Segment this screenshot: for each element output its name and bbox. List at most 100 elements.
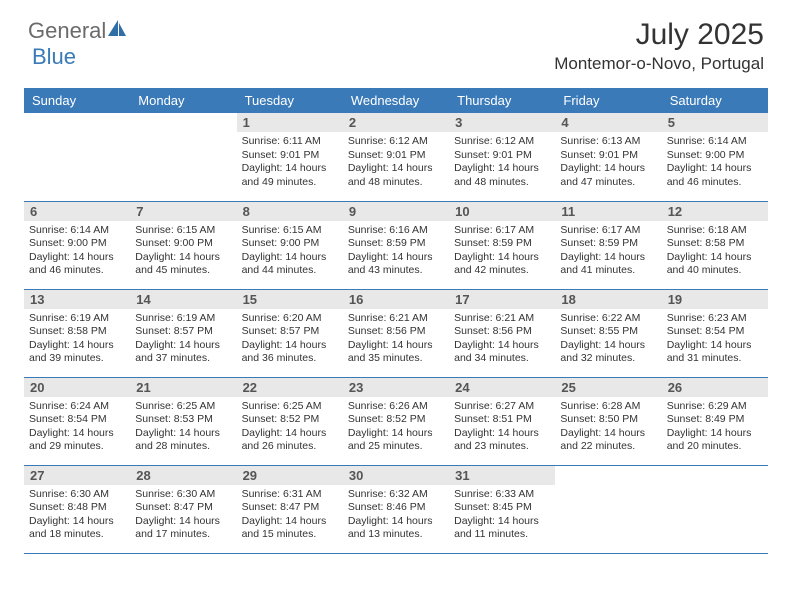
day-details: Sunrise: 6:16 AMSunset: 8:59 PMDaylight:… [343,221,449,284]
day-number: 13 [24,290,130,309]
day-number: 12 [662,202,768,221]
day-number: 21 [130,378,236,397]
day-number: 4 [555,113,661,132]
calendar-cell: 25Sunrise: 6:28 AMSunset: 8:50 PMDayligh… [555,377,661,465]
calendar-cell: 26Sunrise: 6:29 AMSunset: 8:49 PMDayligh… [662,377,768,465]
calendar-cell: 8Sunrise: 6:15 AMSunset: 9:00 PMDaylight… [237,201,343,289]
day-number: 26 [662,378,768,397]
day-details: Sunrise: 6:21 AMSunset: 8:56 PMDaylight:… [449,309,555,372]
logo-sail-icon [106,18,128,38]
day-number: 2 [343,113,449,132]
month-title: July 2025 [554,18,764,52]
day-details: Sunrise: 6:33 AMSunset: 8:45 PMDaylight:… [449,485,555,548]
day-header: Saturday [662,88,768,113]
calendar-cell: 19Sunrise: 6:23 AMSunset: 8:54 PMDayligh… [662,289,768,377]
calendar-cell [555,465,661,553]
day-details: Sunrise: 6:30 AMSunset: 8:48 PMDaylight:… [24,485,130,548]
day-number: 30 [343,466,449,485]
calendar-week: 1Sunrise: 6:11 AMSunset: 9:01 PMDaylight… [24,113,768,201]
day-details: Sunrise: 6:25 AMSunset: 8:53 PMDaylight:… [130,397,236,460]
day-details: Sunrise: 6:17 AMSunset: 8:59 PMDaylight:… [449,221,555,284]
day-number: 9 [343,202,449,221]
day-details: Sunrise: 6:30 AMSunset: 8:47 PMDaylight:… [130,485,236,548]
header: General July 2025 Montemor-o-Novo, Portu… [0,0,792,82]
day-number: 11 [555,202,661,221]
day-header: Friday [555,88,661,113]
calendar-cell: 18Sunrise: 6:22 AMSunset: 8:55 PMDayligh… [555,289,661,377]
day-details: Sunrise: 6:22 AMSunset: 8:55 PMDaylight:… [555,309,661,372]
day-details: Sunrise: 6:12 AMSunset: 9:01 PMDaylight:… [449,132,555,195]
day-number: 10 [449,202,555,221]
day-details: Sunrise: 6:32 AMSunset: 8:46 PMDaylight:… [343,485,449,548]
day-details: Sunrise: 6:25 AMSunset: 8:52 PMDaylight:… [237,397,343,460]
day-details: Sunrise: 6:19 AMSunset: 8:57 PMDaylight:… [130,309,236,372]
day-header-row: SundayMondayTuesdayWednesdayThursdayFrid… [24,88,768,113]
day-header: Thursday [449,88,555,113]
day-number: 17 [449,290,555,309]
day-number: 25 [555,378,661,397]
calendar-cell: 10Sunrise: 6:17 AMSunset: 8:59 PMDayligh… [449,201,555,289]
calendar-cell: 15Sunrise: 6:20 AMSunset: 8:57 PMDayligh… [237,289,343,377]
calendar-cell: 28Sunrise: 6:30 AMSunset: 8:47 PMDayligh… [130,465,236,553]
day-number: 5 [662,113,768,132]
day-number: 18 [555,290,661,309]
calendar-cell: 11Sunrise: 6:17 AMSunset: 8:59 PMDayligh… [555,201,661,289]
day-details: Sunrise: 6:26 AMSunset: 8:52 PMDaylight:… [343,397,449,460]
calendar-cell: 24Sunrise: 6:27 AMSunset: 8:51 PMDayligh… [449,377,555,465]
day-number: 23 [343,378,449,397]
day-number: 24 [449,378,555,397]
location-label: Montemor-o-Novo, Portugal [554,54,764,74]
day-number: 7 [130,202,236,221]
day-number: 27 [24,466,130,485]
day-header: Sunday [24,88,130,113]
day-details: Sunrise: 6:29 AMSunset: 8:49 PMDaylight:… [662,397,768,460]
day-details: Sunrise: 6:11 AMSunset: 9:01 PMDaylight:… [237,132,343,195]
day-number: 3 [449,113,555,132]
calendar-cell: 14Sunrise: 6:19 AMSunset: 8:57 PMDayligh… [130,289,236,377]
calendar-cell: 3Sunrise: 6:12 AMSunset: 9:01 PMDaylight… [449,113,555,201]
day-number: 28 [130,466,236,485]
day-details: Sunrise: 6:20 AMSunset: 8:57 PMDaylight:… [237,309,343,372]
calendar-week: 6Sunrise: 6:14 AMSunset: 9:00 PMDaylight… [24,201,768,289]
calendar-cell: 5Sunrise: 6:14 AMSunset: 9:00 PMDaylight… [662,113,768,201]
day-number: 8 [237,202,343,221]
calendar-cell: 1Sunrise: 6:11 AMSunset: 9:01 PMDaylight… [237,113,343,201]
day-details: Sunrise: 6:31 AMSunset: 8:47 PMDaylight:… [237,485,343,548]
day-details: Sunrise: 6:15 AMSunset: 9:00 PMDaylight:… [130,221,236,284]
calendar-cell: 12Sunrise: 6:18 AMSunset: 8:58 PMDayligh… [662,201,768,289]
calendar-cell: 6Sunrise: 6:14 AMSunset: 9:00 PMDaylight… [24,201,130,289]
day-number: 15 [237,290,343,309]
calendar-cell: 31Sunrise: 6:33 AMSunset: 8:45 PMDayligh… [449,465,555,553]
day-details: Sunrise: 6:23 AMSunset: 8:54 PMDaylight:… [662,309,768,372]
day-number: 16 [343,290,449,309]
day-number: 29 [237,466,343,485]
day-header: Wednesday [343,88,449,113]
day-number: 1 [237,113,343,132]
day-details: Sunrise: 6:15 AMSunset: 9:00 PMDaylight:… [237,221,343,284]
calendar-cell: 30Sunrise: 6:32 AMSunset: 8:46 PMDayligh… [343,465,449,553]
calendar-cell [662,465,768,553]
calendar-cell [24,113,130,201]
calendar-week: 20Sunrise: 6:24 AMSunset: 8:54 PMDayligh… [24,377,768,465]
calendar-cell: 23Sunrise: 6:26 AMSunset: 8:52 PMDayligh… [343,377,449,465]
calendar-cell: 17Sunrise: 6:21 AMSunset: 8:56 PMDayligh… [449,289,555,377]
calendar-cell: 9Sunrise: 6:16 AMSunset: 8:59 PMDaylight… [343,201,449,289]
day-details: Sunrise: 6:19 AMSunset: 8:58 PMDaylight:… [24,309,130,372]
day-details: Sunrise: 6:21 AMSunset: 8:56 PMDaylight:… [343,309,449,372]
calendar-cell: 7Sunrise: 6:15 AMSunset: 9:00 PMDaylight… [130,201,236,289]
day-details: Sunrise: 6:14 AMSunset: 9:00 PMDaylight:… [662,132,768,195]
day-number: 19 [662,290,768,309]
day-number: 20 [24,378,130,397]
logo-sub: Blue [32,44,76,70]
day-details: Sunrise: 6:13 AMSunset: 9:01 PMDaylight:… [555,132,661,195]
day-details: Sunrise: 6:24 AMSunset: 8:54 PMDaylight:… [24,397,130,460]
calendar-table: SundayMondayTuesdayWednesdayThursdayFrid… [24,88,768,554]
calendar-cell: 22Sunrise: 6:25 AMSunset: 8:52 PMDayligh… [237,377,343,465]
day-details: Sunrise: 6:14 AMSunset: 9:00 PMDaylight:… [24,221,130,284]
logo-text-general: General [28,18,106,44]
calendar-cell: 27Sunrise: 6:30 AMSunset: 8:48 PMDayligh… [24,465,130,553]
title-block: July 2025 Montemor-o-Novo, Portugal [554,18,764,74]
day-number: 31 [449,466,555,485]
day-details: Sunrise: 6:27 AMSunset: 8:51 PMDaylight:… [449,397,555,460]
logo-text-blue: Blue [32,44,76,69]
